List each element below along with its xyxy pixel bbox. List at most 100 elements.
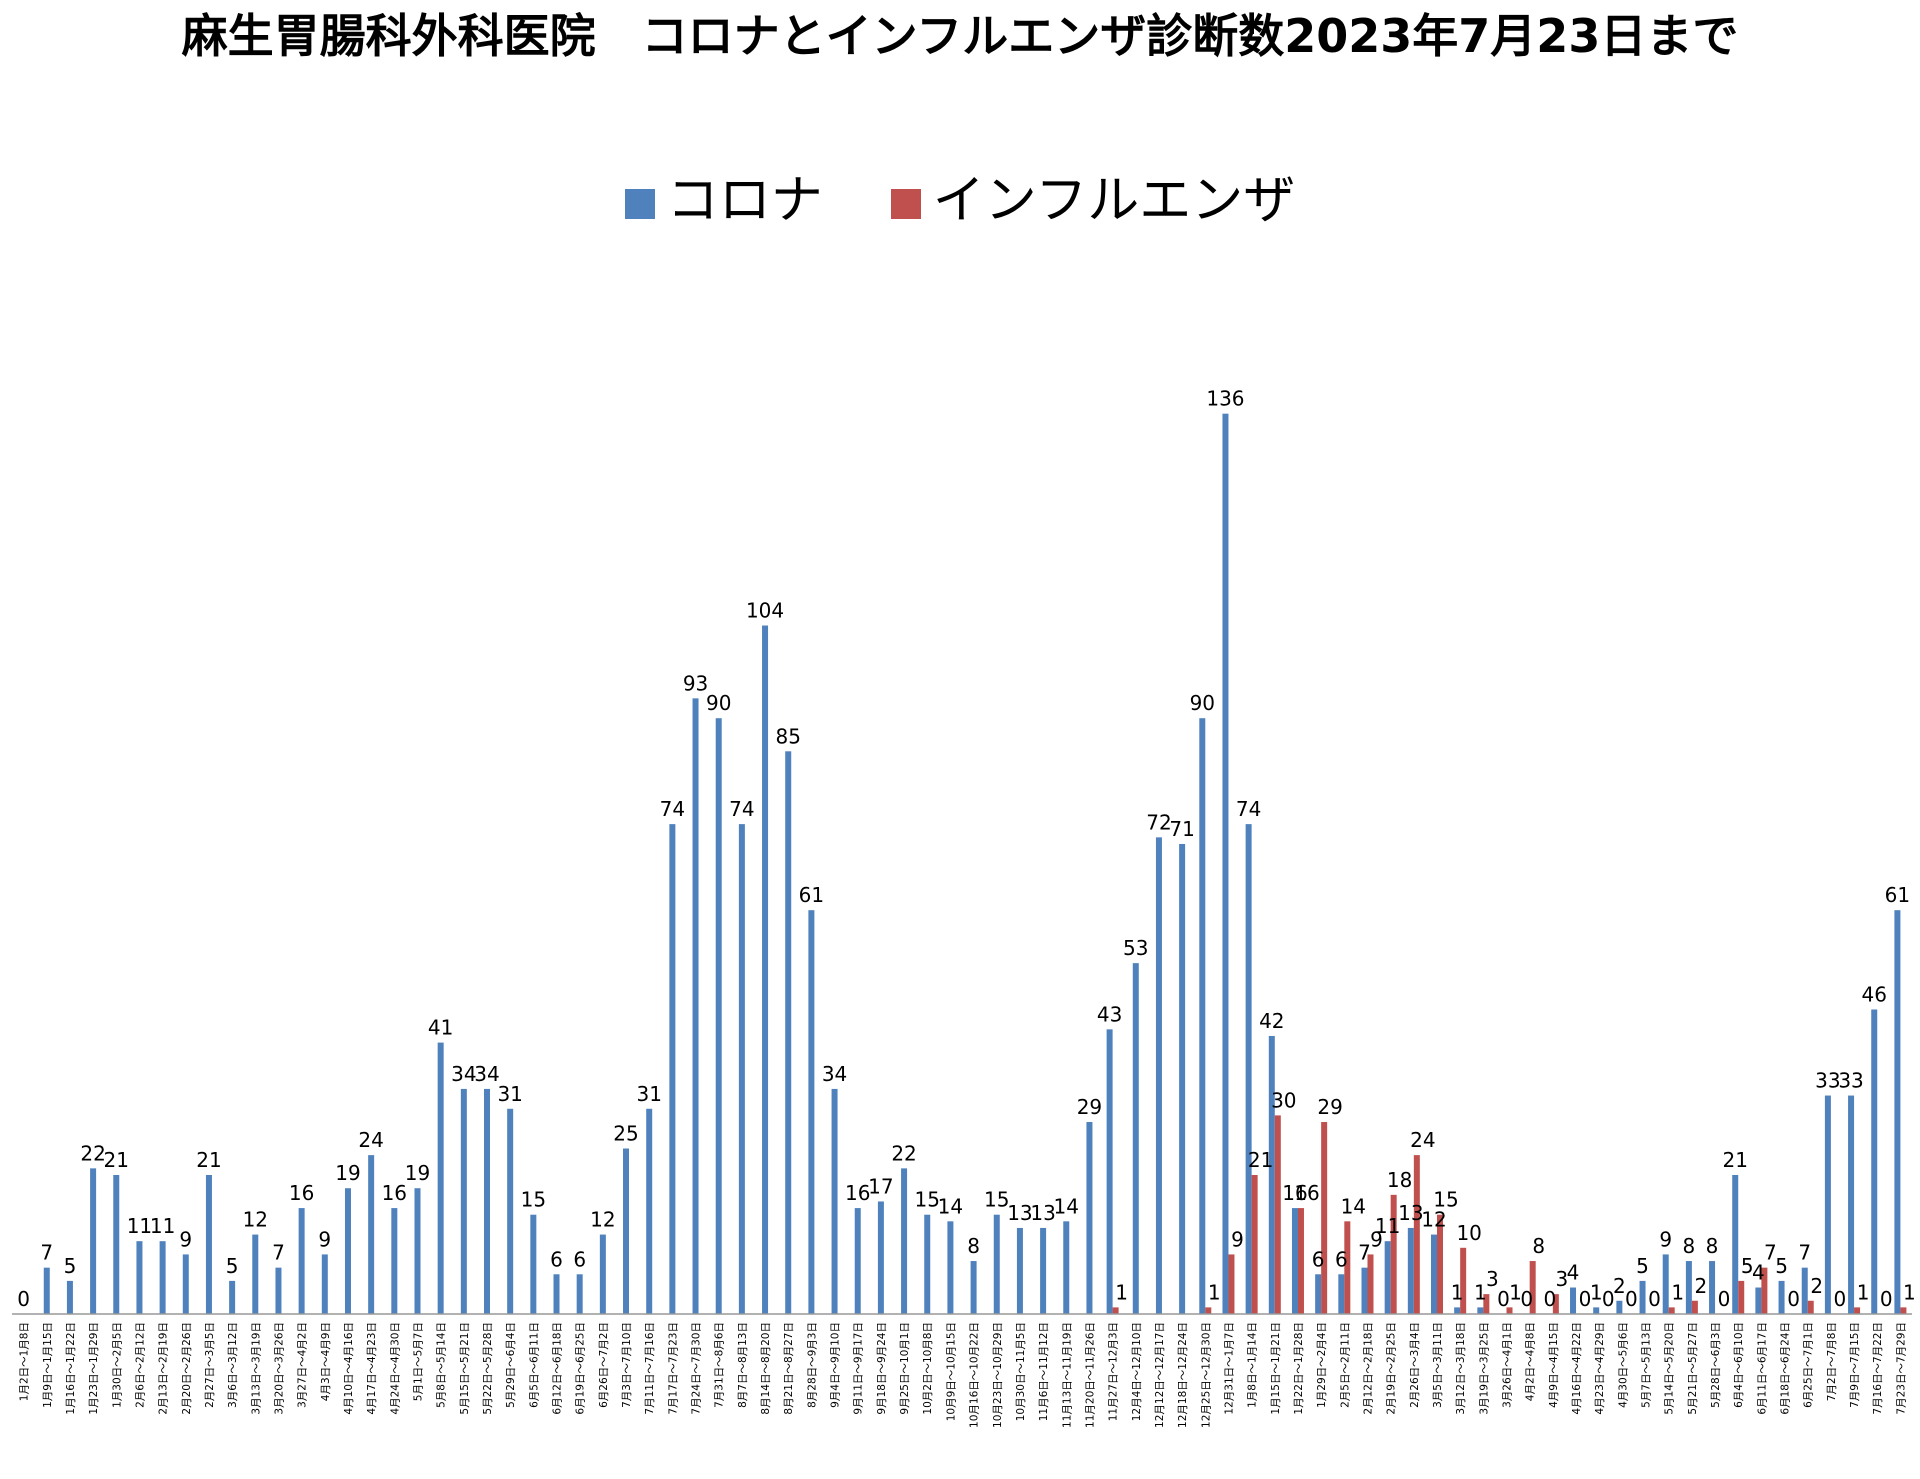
data-label-corona: 6 [573,1247,586,1271]
data-label-influenza: 0 [1787,1287,1800,1311]
data-label-corona: 15 [915,1188,940,1212]
data-label-corona: 11 [150,1214,175,1238]
bar-corona [993,1214,1000,1314]
x-tick-label: 5月14日～5月20日 [1664,1322,1676,1415]
bar-influenza [1413,1155,1420,1314]
data-label-influenza: 16 [1294,1181,1319,1205]
bar-corona [1685,1261,1692,1314]
data-label-corona: 90 [706,691,731,715]
x-tick-label: 2月26日～3月4日 [1409,1322,1421,1408]
data-label-corona: 21 [196,1148,221,1172]
bar-influenza [1738,1280,1745,1314]
data-label-corona: 5 [1636,1254,1649,1278]
x-tick-label: 2月5日～2月11日 [1339,1322,1351,1408]
bar-corona [1801,1267,1808,1314]
x-tick-label: 7月9日～7月15日 [1849,1322,1861,1408]
x-tick-label: 12月31日～1月7日 [1223,1322,1235,1415]
bar-influenza [1112,1307,1119,1314]
bar-corona [669,824,676,1314]
x-tick-label: 1月9日～1月15日 [42,1322,54,1408]
data-label-corona: 11 [1375,1214,1400,1238]
data-label-corona: 7 [40,1241,53,1265]
data-label-corona: 13 [1007,1201,1032,1225]
bar-influenza [1854,1307,1861,1314]
data-label-corona: 6 [550,1247,563,1271]
data-label-corona: 4 [1567,1261,1580,1285]
bar-influenza [1437,1214,1443,1314]
x-tick-label: 4月2日～4月8日 [1525,1322,1537,1401]
x-tick-label: 7月3日～7月10日 [621,1322,633,1408]
data-label-influenza: 8 [1532,1234,1545,1258]
data-label-corona: 5 [226,1254,239,1278]
x-tick-label: 10月9日～10月15日 [945,1322,957,1421]
x-tick-label: 8月28日～9月3日 [806,1322,818,1408]
bar-influenza [1807,1300,1814,1314]
data-label-corona: 14 [1054,1194,1079,1218]
bar-corona [205,1174,212,1314]
x-tick-label: 7月16日～7月22日 [1872,1322,1884,1415]
bar-corona [831,1088,838,1314]
bar-corona [66,1280,73,1314]
data-label-corona: 33 [1838,1069,1863,1093]
bar-corona [576,1274,583,1314]
x-tick-label: 9月4日～9月10日 [830,1322,842,1408]
bar-corona [1338,1274,1345,1314]
x-tick-label: 6月18日～6月24日 [1780,1322,1792,1415]
bar-influenza [1668,1307,1675,1314]
bar-corona [321,1254,328,1314]
x-tick-label: 5月29日～6月4日 [505,1322,517,1408]
bar-corona [715,718,722,1314]
chart-title: 麻生胃腸科外科医院 コロナとインフルエンザ診断数2023年7月23日まで [181,9,1739,63]
bar-corona [599,1234,606,1314]
bar-corona [785,751,792,1314]
data-label-corona: 11 [127,1214,152,1238]
x-tick-label: 3月20日～3月26日 [273,1322,285,1415]
x-tick-label: 6月11日～6月17日 [1756,1322,1768,1415]
bar-corona [1894,910,1901,1314]
data-label-corona: 8 [967,1234,980,1258]
data-label-corona: 7 [1798,1241,1811,1265]
x-tick-label: 5月8日～5月14日 [436,1322,448,1408]
x-tick-label: 2月12日～2月18日 [1362,1322,1374,1415]
bar-corona [1824,1095,1831,1314]
data-label-corona: 17 [868,1174,893,1198]
bar-corona [947,1221,954,1314]
data-label-corona: 43 [1097,1002,1122,1026]
x-tick-label: 11月27日～12月3日 [1108,1322,1120,1421]
bar-corona [970,1261,977,1314]
x-tick-label: 10月23日～10月29日 [992,1322,1004,1428]
data-label-corona: 16 [382,1181,407,1205]
data-label-influenza: 14 [1341,1194,1366,1218]
data-label-corona: 42 [1259,1009,1284,1033]
data-label-corona: 61 [1885,883,1910,907]
bar-corona [113,1174,120,1314]
x-tick-label: 6月19日～6月25日 [575,1322,587,1415]
bar-corona [1016,1227,1023,1314]
x-tick-label: 6月26日～7月2日 [598,1322,610,1408]
x-tick-label: 5月1日～5月7日 [412,1322,424,1401]
data-label-influenza: 9 [1370,1227,1383,1251]
legend-label: コロナ [666,171,823,231]
data-label-influenza: 29 [1317,1095,1342,1119]
data-label-corona: 5 [64,1254,77,1278]
data-label-corona: 7 [272,1241,285,1265]
data-label-corona: 12 [590,1208,615,1232]
bar-corona [1755,1287,1762,1314]
bar-corona [762,625,769,1314]
x-tick-label: 6月4日～6月10日 [1733,1322,1745,1408]
bar-corona [1222,413,1229,1314]
bar-corona [1454,1307,1461,1314]
data-label-influenza: 10 [1456,1221,1481,1245]
data-label-influenza: 0 [1880,1287,1893,1311]
data-label-influenza: 21 [1248,1148,1273,1172]
x-tick-label: 2月20日～2月26日 [181,1322,193,1415]
data-label-corona: 90 [1190,691,1215,715]
bar-corona [1040,1227,1047,1314]
bar-corona [1199,718,1206,1314]
bar-corona [1732,1174,1739,1314]
x-tick-label: 1月30日～2月5日 [111,1322,123,1408]
bar-corona [1570,1287,1577,1314]
bar-corona [229,1280,236,1314]
x-tick-label: 12月25日～12月30日 [1200,1322,1212,1428]
x-tick-label: 4月16日～4月22日 [1571,1322,1583,1415]
